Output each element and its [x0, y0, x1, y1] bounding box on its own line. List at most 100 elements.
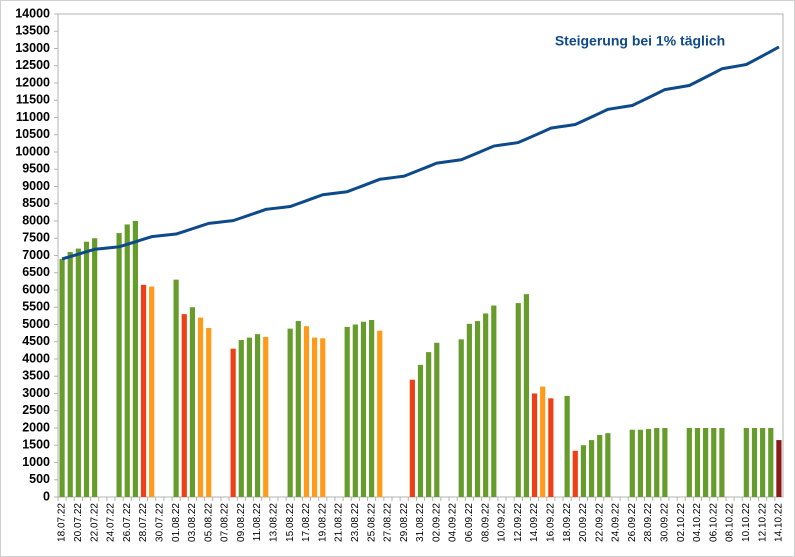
y-tick-label: 7500 [22, 231, 50, 245]
y-tick-label: 4500 [22, 334, 50, 348]
x-tick-label: 24.07.22 [106, 503, 117, 542]
bar [409, 379, 415, 497]
bar [458, 339, 464, 497]
x-tick-label: 03.08.22 [187, 503, 198, 542]
x-tick-label: 08.10.22 [725, 503, 736, 542]
x-tick-label: 30.07.22 [154, 503, 165, 542]
x-tick-label: 14.09.22 [529, 503, 540, 542]
bar [531, 393, 538, 497]
y-tick-label: 0 [43, 489, 50, 503]
x-tick-label: 25.08.22 [366, 503, 377, 542]
bar [263, 336, 269, 497]
x-tick-label: 12.10.22 [757, 503, 768, 542]
y-tick-label: 1500 [22, 438, 50, 452]
bar [605, 433, 611, 497]
x-tick-label: 22.09.22 [594, 503, 605, 542]
bar [189, 307, 196, 497]
x-tick-label: 29.08.22 [399, 503, 410, 542]
y-tick-label: 13000 [15, 41, 50, 55]
x-tick-label: 26.07.22 [122, 503, 133, 542]
x-tick-label: 02.10.22 [676, 503, 687, 542]
bar [645, 429, 652, 497]
bar [320, 338, 326, 497]
x-tick-label: 08.09.22 [480, 503, 491, 542]
bar [59, 258, 65, 497]
bar [67, 252, 73, 497]
bar [116, 233, 122, 497]
line [61, 45, 780, 261]
bar [83, 241, 90, 497]
x-tick-label: 10.09.22 [497, 503, 508, 542]
bar [597, 434, 603, 497]
bar [719, 428, 725, 497]
x-tick-label: 26.09.22 [627, 503, 638, 542]
x-tick-label: 20.09.22 [578, 503, 589, 542]
y-tick-label: 11000 [16, 110, 50, 124]
bar [124, 224, 130, 497]
bar [377, 330, 383, 497]
x-tick-label: 28.09.22 [643, 503, 654, 542]
bar [352, 324, 358, 497]
x-tick-label: 18.07.22 [57, 503, 68, 542]
x-tick-label: 10.10.22 [741, 503, 752, 542]
bar [629, 429, 635, 497]
y-tick-label: 9500 [22, 162, 50, 176]
bar [132, 221, 138, 497]
y-tick-label: 10500 [15, 127, 50, 141]
bar [140, 284, 147, 497]
x-tick-label: 17.08.22 [301, 503, 312, 542]
bar [295, 321, 301, 497]
y-tick-label: 2500 [22, 403, 50, 417]
x-tick-label: 05.08.22 [203, 503, 214, 542]
x-tick-label: 24.09.22 [611, 503, 622, 542]
y-tick-label: 11500 [16, 93, 50, 107]
x-tick-label: 30.09.22 [660, 503, 671, 542]
y-tick-label: 9000 [22, 179, 50, 193]
y-tick-label: 8500 [22, 196, 50, 210]
bar [303, 326, 310, 497]
bar [206, 327, 212, 497]
y-tick-label: 12000 [15, 75, 50, 89]
bar [588, 440, 595, 497]
x-tick-label: 07.08.22 [220, 503, 231, 542]
bar [197, 317, 204, 497]
x-tick-label: 06.09.22 [464, 503, 475, 542]
x-tick-label: 28.07.22 [138, 503, 149, 542]
bar [92, 238, 98, 497]
bar [181, 314, 187, 497]
bar [751, 428, 758, 497]
bar [743, 428, 749, 497]
y-tick-label: 1000 [22, 455, 50, 469]
x-tick-label: 27.08.22 [383, 503, 394, 542]
bar [580, 445, 587, 497]
y-tick-label: 5000 [22, 317, 50, 331]
bar [564, 395, 570, 497]
x-tick-label: 16.09.22 [545, 503, 556, 542]
y-tick-label: 5500 [22, 300, 50, 314]
x-tick-label: 22.07.22 [89, 503, 100, 542]
y-tick-label: 7000 [22, 248, 50, 262]
x-tick-label: 04.09.22 [448, 503, 459, 542]
bar [662, 428, 668, 497]
y-tick-label: 4000 [22, 351, 50, 365]
x-tick-label: 02.09.22 [431, 503, 442, 542]
x-tick-label: 15.08.22 [285, 503, 296, 542]
x-tick-label: 20.07.22 [73, 503, 84, 542]
bar [491, 305, 497, 497]
bar [654, 428, 660, 497]
x-tick-label: 21.08.22 [334, 503, 345, 542]
bar [686, 428, 692, 497]
bar [312, 337, 318, 497]
x-tick-label: 09.08.22 [236, 503, 247, 542]
bar [711, 428, 717, 497]
x-tick-label: 04.10.22 [692, 503, 703, 542]
bar [173, 279, 179, 497]
bar [238, 340, 244, 497]
bar [434, 342, 440, 497]
y-tick-label: 3000 [22, 386, 50, 400]
bar [760, 428, 766, 497]
y-tick-label: 3500 [22, 369, 50, 383]
x-tick-label: 12.09.22 [513, 503, 524, 542]
x-tick-label: 18.09.22 [562, 503, 573, 542]
